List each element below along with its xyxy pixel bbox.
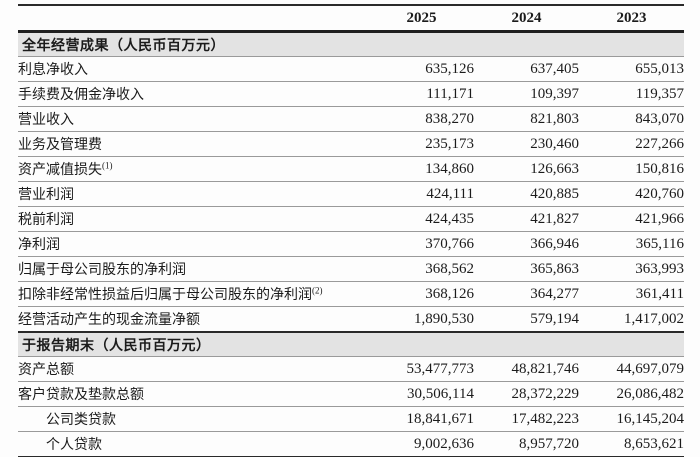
value-cell: 16,145,204	[579, 406, 684, 432]
value-cell: 28,372,229	[474, 381, 579, 407]
value-cell: 48,821,746	[474, 356, 579, 382]
section-title: 于报告期末（人民币百万元）	[18, 331, 684, 357]
table-row: 个人贷款 9,002,636 8,957,720 8,653,621	[18, 431, 684, 457]
table-row: 经营活动产生的现金流量净额 1,890,530 579,194 1,417,002	[18, 306, 684, 333]
value-cell: 655,013	[579, 56, 684, 82]
value-cell: 370,766	[369, 231, 474, 257]
row-label: 扣除非经常性损益后归属于母公司股东的净利润(2)	[18, 281, 369, 307]
table-row: 营业利润 424,111 420,885 420,760	[18, 181, 684, 207]
value-cell: 424,111	[369, 181, 474, 207]
row-label: 个人贷款	[18, 431, 369, 457]
table-row: 资产减值损失(1) 134,860 126,663 150,816	[18, 156, 684, 182]
table-row: 业务及管理费 235,173 230,460 227,266	[18, 131, 684, 157]
value-cell: 368,562	[369, 256, 474, 282]
value-cell: 1,417,002	[579, 306, 684, 333]
year-header-2025: 2025	[369, 5, 474, 33]
value-cell: 1,890,530	[369, 306, 474, 333]
value-cell: 9,002,636	[369, 431, 474, 457]
value-cell: 421,827	[474, 206, 579, 232]
value-cell: 230,460	[474, 131, 579, 157]
value-cell: 126,663	[474, 156, 579, 182]
value-cell: 227,266	[579, 131, 684, 157]
financial-highlights-table: 2025 2024 2023 全年经营成果（人民币百万元） 利息净收入 635,12…	[18, 4, 684, 457]
value-cell: 53,477,773	[369, 356, 474, 382]
table-row: 营业收入 838,270 821,803 843,070	[18, 106, 684, 132]
table-row: 扣除非经常性损益后归属于母公司股东的净利润(2) 368,126 364,277 36…	[18, 281, 684, 307]
value-cell: 235,173	[369, 131, 474, 157]
value-cell: 109,397	[474, 81, 579, 107]
value-cell: 420,885	[474, 181, 579, 207]
value-cell: 838,270	[369, 106, 474, 132]
row-label: 利息净收入	[18, 56, 369, 82]
section-header-row: 于报告期末（人民币百万元）	[18, 331, 684, 357]
value-cell: 843,070	[579, 106, 684, 132]
row-label: 手续费及佣金净收入	[18, 81, 369, 107]
year-header-spacer	[18, 5, 369, 33]
value-cell: 579,194	[474, 306, 579, 333]
row-label: 资产减值损失(1)	[18, 156, 369, 182]
year-header-row: 2025 2024 2023	[18, 5, 684, 33]
value-cell: 364,277	[474, 281, 579, 307]
value-cell: 44,697,079	[579, 356, 684, 382]
value-cell: 365,863	[474, 256, 579, 282]
footnote-ref: (1)	[102, 160, 113, 171]
table-row: 税前利润 424,435 421,827 421,966	[18, 206, 684, 232]
section-title: 全年经营成果（人民币百万元）	[18, 31, 684, 57]
row-label: 净利润	[18, 231, 369, 257]
value-cell: 368,126	[369, 281, 474, 307]
value-cell: 424,435	[369, 206, 474, 232]
value-cell: 8,653,621	[579, 431, 684, 457]
row-label: 业务及管理费	[18, 131, 369, 157]
value-cell: 134,860	[369, 156, 474, 182]
year-header-2024: 2024	[474, 5, 579, 33]
value-cell: 17,482,223	[474, 406, 579, 432]
value-cell: 150,816	[579, 156, 684, 182]
row-label: 营业利润	[18, 181, 369, 207]
value-cell: 30,506,114	[369, 381, 474, 407]
value-cell: 420,760	[579, 181, 684, 207]
table-row: 净利润 370,766 366,946 365,116	[18, 231, 684, 257]
year-header-2023: 2023	[579, 5, 684, 33]
financial-table-body: 全年经营成果（人民币百万元） 利息净收入 635,126 637,405 655,013…	[18, 31, 684, 457]
value-cell: 365,116	[579, 231, 684, 257]
row-label: 资产总额	[18, 356, 369, 382]
value-cell: 18,841,671	[369, 406, 474, 432]
value-cell: 8,957,720	[474, 431, 579, 457]
table-row: 公司类贷款 18,841,671 17,482,223 16,145,204	[18, 406, 684, 432]
row-label: 归属于母公司股东的净利润	[18, 256, 369, 282]
row-label: 税前利润	[18, 206, 369, 232]
row-label: 客户贷款及垫款总额	[18, 381, 369, 407]
table-row: 客户贷款及垫款总额 30,506,114 28,372,229 26,086,482	[18, 381, 684, 407]
value-cell: 637,405	[474, 56, 579, 82]
table-row: 手续费及佣金净收入 111,171 109,397 119,357	[18, 81, 684, 107]
value-cell: 26,086,482	[579, 381, 684, 407]
footnote-ref: (2)	[312, 285, 323, 296]
value-cell: 421,966	[579, 206, 684, 232]
value-cell: 111,171	[369, 81, 474, 107]
table-row: 资产总额 53,477,773 48,821,746 44,697,079	[18, 356, 684, 382]
value-cell: 366,946	[474, 231, 579, 257]
value-cell: 821,803	[474, 106, 579, 132]
row-label: 公司类贷款	[18, 406, 369, 432]
value-cell: 119,357	[579, 81, 684, 107]
table-row: 利息净收入 635,126 637,405 655,013	[18, 56, 684, 82]
row-label: 经营活动产生的现金流量净额	[18, 306, 369, 333]
section-header-row: 全年经营成果（人民币百万元）	[18, 31, 684, 57]
value-cell: 635,126	[369, 56, 474, 82]
row-label: 营业收入	[18, 106, 369, 132]
value-cell: 361,411	[579, 281, 684, 307]
table-row: 归属于母公司股东的净利润 368,562 365,863 363,993	[18, 256, 684, 282]
value-cell: 363,993	[579, 256, 684, 282]
